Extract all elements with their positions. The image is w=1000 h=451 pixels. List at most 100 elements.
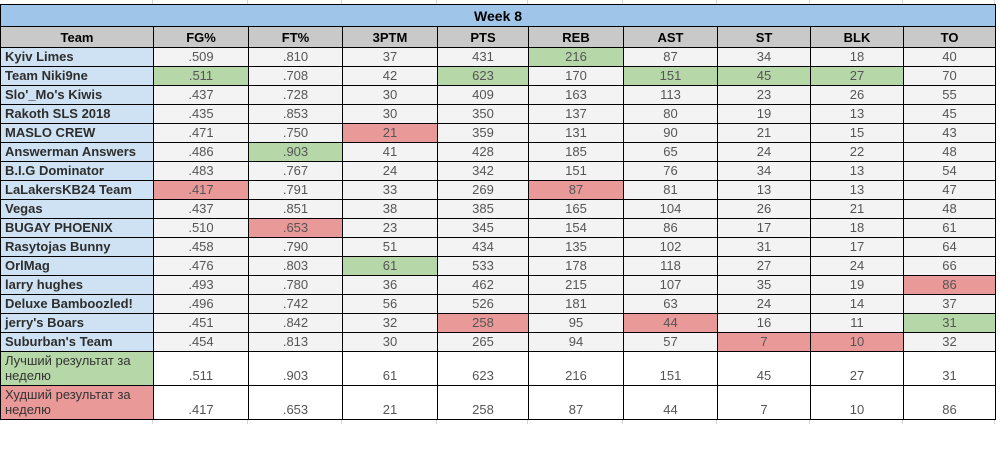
stat-cell[interactable]: .708	[248, 66, 343, 86]
stat-cell[interactable]: 185	[528, 142, 624, 162]
stat-cell[interactable]: 24	[810, 256, 904, 276]
stat-cell[interactable]: 24	[342, 161, 438, 181]
stat-cell[interactable]: 18	[810, 47, 904, 67]
stat-cell[interactable]: .451	[153, 313, 249, 333]
stat-cell[interactable]: 45	[717, 66, 811, 86]
summary-stat-cell[interactable]: 623	[437, 351, 529, 386]
stat-cell[interactable]: 10	[810, 332, 904, 352]
stat-cell[interactable]: 345	[437, 218, 529, 238]
stat-cell[interactable]: 47	[902, 180, 997, 200]
stat-cell[interactable]: .435	[153, 104, 249, 124]
stat-cell[interactable]: 17	[810, 237, 904, 257]
column-header-3ptm[interactable]: 3PTM	[342, 26, 438, 48]
stat-cell[interactable]: 13	[717, 180, 811, 200]
summary-stat-cell[interactable]: 258	[437, 385, 529, 420]
stat-cell[interactable]: .483	[153, 161, 249, 181]
stat-cell[interactable]: .813	[248, 332, 343, 352]
stat-cell[interactable]: 14	[810, 294, 904, 314]
column-header-ft-[interactable]: FT%	[248, 26, 343, 48]
summary-stat-cell[interactable]: 87	[528, 385, 624, 420]
stat-cell[interactable]: 342	[437, 161, 529, 181]
stat-cell[interactable]: 27	[810, 66, 904, 86]
stat-cell[interactable]: 135	[528, 237, 624, 257]
stat-cell[interactable]: 42	[342, 66, 438, 86]
week-title-cell[interactable]: Week 8	[0, 4, 997, 27]
stat-cell[interactable]: 137	[528, 104, 624, 124]
stat-cell[interactable]: 37	[342, 47, 438, 67]
stat-cell[interactable]: 359	[437, 123, 529, 143]
stat-cell[interactable]: 17	[717, 218, 811, 238]
stat-cell[interactable]: 87	[528, 180, 624, 200]
stat-cell[interactable]: 31	[717, 237, 811, 257]
stat-cell[interactable]: .853	[248, 104, 343, 124]
stat-cell[interactable]: 434	[437, 237, 529, 257]
stat-cell[interactable]: 35	[717, 275, 811, 295]
summary-stat-cell[interactable]: 61	[342, 351, 438, 386]
team-name-cell[interactable]: LaLakersKB24 Team	[0, 180, 154, 200]
stat-cell[interactable]: 51	[342, 237, 438, 257]
column-header-reb[interactable]: REB	[528, 26, 624, 48]
stat-cell[interactable]: .458	[153, 237, 249, 257]
team-name-cell[interactable]: Answerman Answers	[0, 142, 154, 162]
stat-cell[interactable]: 95	[528, 313, 624, 333]
stat-cell[interactable]: .851	[248, 199, 343, 219]
stat-cell[interactable]: 54	[902, 161, 997, 181]
stat-cell[interactable]: 19	[717, 104, 811, 124]
stat-cell[interactable]: 269	[437, 180, 529, 200]
stat-cell[interactable]: 94	[528, 332, 624, 352]
stat-cell[interactable]: 19	[810, 275, 904, 295]
stat-cell[interactable]: 104	[623, 199, 718, 219]
summary-stat-cell[interactable]: 216	[528, 351, 624, 386]
stat-cell[interactable]: 30	[342, 85, 438, 105]
stat-cell[interactable]: 90	[623, 123, 718, 143]
stat-cell[interactable]: 118	[623, 256, 718, 276]
stat-cell[interactable]: .842	[248, 313, 343, 333]
stat-cell[interactable]: 102	[623, 237, 718, 257]
stat-cell[interactable]: 38	[342, 199, 438, 219]
stat-cell[interactable]: 107	[623, 275, 718, 295]
team-name-cell[interactable]: Deluxe Bamboozled!	[0, 294, 154, 314]
stat-cell[interactable]: 181	[528, 294, 624, 314]
stat-cell[interactable]: 533	[437, 256, 529, 276]
stat-cell[interactable]: 24	[717, 142, 811, 162]
stat-cell[interactable]: 21	[717, 123, 811, 143]
team-name-cell[interactable]: Slo'_Mo's Kiwis	[0, 85, 154, 105]
stat-cell[interactable]: 55	[902, 85, 997, 105]
stat-cell[interactable]: 18	[810, 218, 904, 238]
stat-cell[interactable]: 151	[623, 66, 718, 86]
stat-cell[interactable]: 87	[623, 47, 718, 67]
stat-cell[interactable]: 113	[623, 85, 718, 105]
team-name-cell[interactable]: jerry's Boars	[0, 313, 154, 333]
stat-cell[interactable]: .476	[153, 256, 249, 276]
stat-cell[interactable]: 48	[902, 142, 997, 162]
worst-of-week-label-cell[interactable]: Худший результат за неделю	[0, 385, 154, 420]
team-name-cell[interactable]: Rakoth SLS 2018	[0, 104, 154, 124]
summary-stat-cell[interactable]: 10	[810, 385, 904, 420]
stat-cell[interactable]: 26	[717, 199, 811, 219]
stat-cell[interactable]: 81	[623, 180, 718, 200]
stat-cell[interactable]: 86	[902, 275, 997, 295]
stat-cell[interactable]: .437	[153, 85, 249, 105]
team-name-cell[interactable]: B.I.G Dominator	[0, 161, 154, 181]
stat-cell[interactable]: 21	[810, 199, 904, 219]
summary-stat-cell[interactable]: 31	[902, 351, 997, 386]
stat-cell[interactable]: 61	[342, 256, 438, 276]
column-header-team[interactable]: Team	[0, 26, 154, 48]
summary-stat-cell[interactable]: 27	[810, 351, 904, 386]
stat-cell[interactable]: 63	[623, 294, 718, 314]
stat-cell[interactable]: 43	[902, 123, 997, 143]
team-name-cell[interactable]: Vegas	[0, 199, 154, 219]
stat-cell[interactable]: .791	[248, 180, 343, 200]
stat-cell[interactable]: .417	[153, 180, 249, 200]
stat-cell[interactable]: 33	[342, 180, 438, 200]
stat-cell[interactable]: 37	[902, 294, 997, 314]
stat-cell[interactable]: 385	[437, 199, 529, 219]
stat-cell[interactable]: .653	[248, 218, 343, 238]
stat-cell[interactable]: 24	[717, 294, 811, 314]
stat-cell[interactable]: 23	[717, 85, 811, 105]
stat-cell[interactable]: 64	[902, 237, 997, 257]
stat-cell[interactable]: 163	[528, 85, 624, 105]
column-header-to[interactable]: TO	[902, 26, 997, 48]
stat-cell[interactable]: .496	[153, 294, 249, 314]
summary-stat-cell[interactable]: .903	[248, 351, 343, 386]
